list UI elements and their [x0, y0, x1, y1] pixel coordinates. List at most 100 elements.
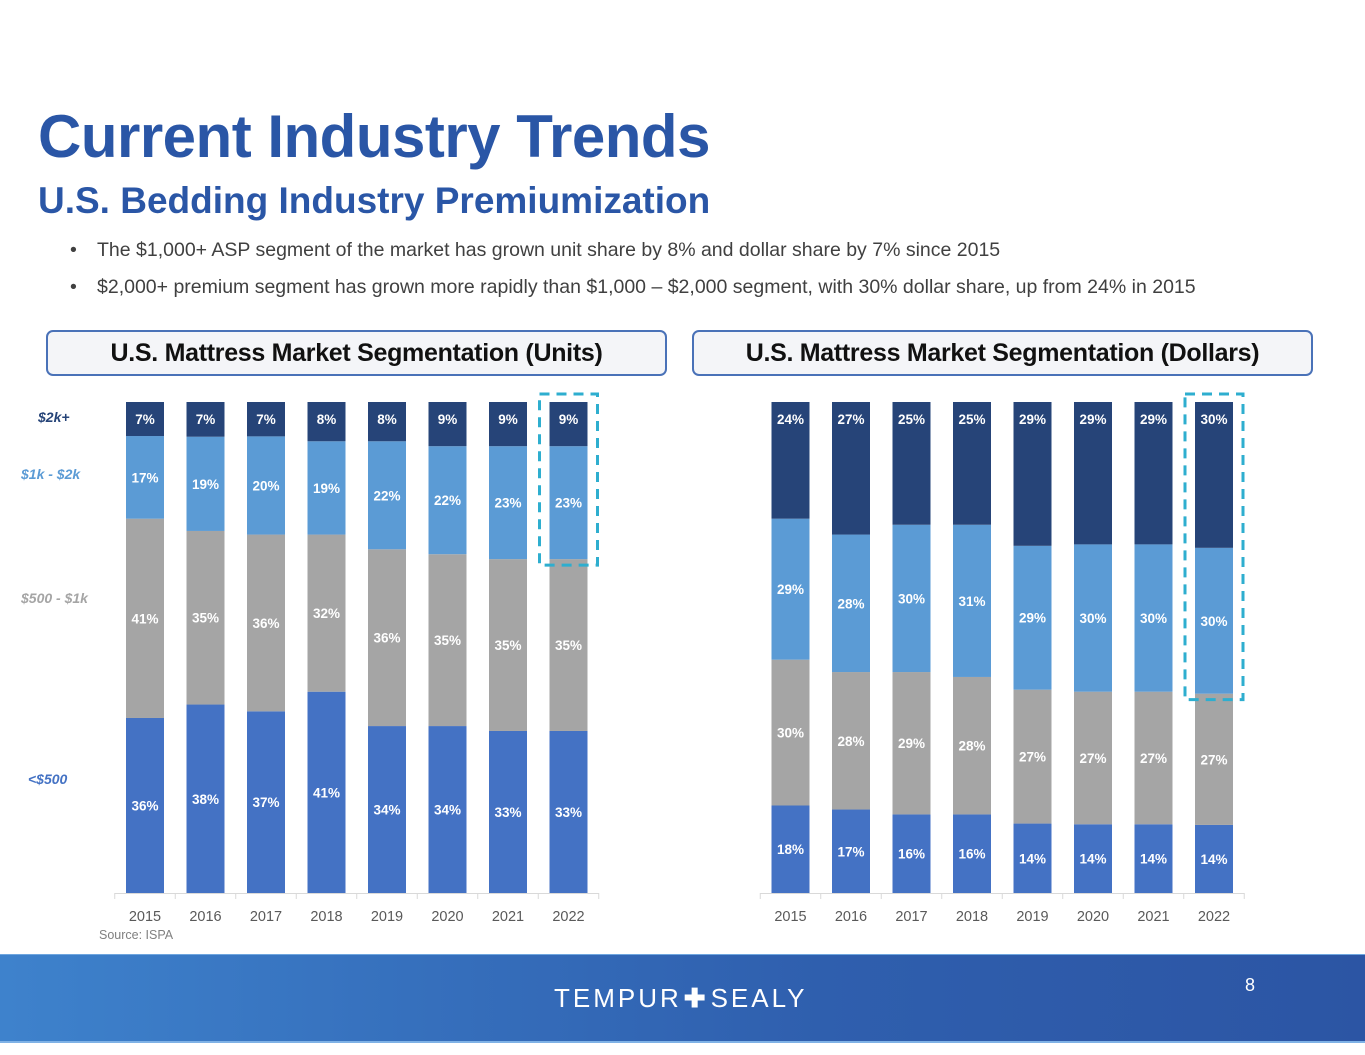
data-label: 41%: [131, 611, 158, 626]
data-label: 23%: [555, 496, 582, 511]
bar-segment-500-1k: [247, 534, 285, 712]
dollars-bar-2021: 14% 27% 30% 29%: [1134, 402, 1173, 893]
bar-segment-under-500: [307, 691, 346, 893]
data-label: 41%: [313, 785, 340, 800]
bar-segment-1k-2k: [247, 436, 285, 535]
units-bar-2022: 33% 35% 23% 9%: [549, 402, 588, 893]
data-label: 27%: [1079, 751, 1106, 766]
x-tick-label: 2022: [552, 909, 584, 925]
bullet-item: • $2,000+ premium segment has grown more…: [70, 273, 1196, 310]
bar-segment-2k-plus: [832, 402, 870, 535]
x-tick-label: 2017: [895, 909, 927, 925]
bar-segment-2k-plus: [368, 402, 406, 442]
data-label: 9%: [559, 412, 579, 427]
units-bar-2018: 41% 32% 19% 8%: [307, 402, 346, 893]
data-label: 14%: [1019, 851, 1046, 866]
bar-segment-under-500: [186, 704, 225, 893]
units-chart-title: U.S. Mattress Market Segmentation (Units…: [46, 330, 667, 376]
bullet-item: • The $1,000+ ASP segment of the market …: [70, 236, 1196, 273]
bar-segment-2k-plus: [307, 402, 346, 442]
data-label: 29%: [1019, 611, 1046, 626]
data-label: 14%: [1079, 852, 1106, 867]
data-label: 29%: [898, 736, 925, 751]
x-tick-label: 2021: [1137, 909, 1169, 925]
bullet-list: • The $1,000+ ASP segment of the market …: [70, 236, 1196, 310]
dollars-bar-2020: 14% 27% 30% 29%: [1074, 402, 1112, 893]
data-label: 28%: [837, 734, 864, 749]
tempur-sealy-logo: TEMPUR✚SEALY: [554, 983, 807, 1014]
x-tick-label: 2015: [774, 909, 806, 925]
data-label: 29%: [1079, 412, 1106, 427]
data-label: 28%: [958, 739, 985, 754]
dollars-chart: 18% 30% 29% 24% 2015 17% 28% 28% 27% 2016 16% 29% 30…: [759, 392, 1245, 925]
data-label: 34%: [434, 803, 461, 818]
bar-segment-500-1k: [428, 554, 467, 727]
x-tick-label: 2020: [431, 909, 463, 925]
logo-text-right: SEALY: [710, 983, 808, 1013]
data-label: 16%: [898, 847, 925, 862]
bar-segment-2k-plus: [247, 402, 285, 437]
data-label: 17%: [837, 844, 864, 859]
bar-segment-2k-plus: [1013, 402, 1052, 546]
data-label: 29%: [1019, 412, 1046, 427]
x-tick-label: 2018: [310, 909, 342, 925]
data-label: 34%: [373, 803, 400, 818]
data-label: 7%: [135, 412, 155, 427]
data-label: 14%: [1140, 852, 1167, 867]
bar-segment-2k-plus: [892, 402, 931, 525]
data-label: 35%: [555, 638, 582, 653]
bar-segment-2k-plus: [1195, 402, 1233, 548]
bar-segment-500-1k: [368, 549, 406, 727]
dollars-bar-2017: 16% 29% 30% 25%: [892, 402, 931, 893]
dollars-bar-2018: 16% 28% 31% 25%: [953, 402, 991, 893]
units-bar-2017: 37% 36% 20% 7%: [247, 402, 285, 893]
bar-segment-2k-plus: [549, 402, 588, 447]
data-label: 19%: [192, 477, 219, 492]
plus-icon: ✚: [683, 983, 709, 1013]
data-label: 29%: [777, 582, 804, 597]
bar-segment-1k-2k: [1195, 547, 1233, 694]
data-label: 14%: [1200, 852, 1227, 867]
x-tick-label: 2020: [1077, 909, 1109, 925]
data-label: 36%: [131, 798, 158, 813]
data-label: 29%: [1140, 412, 1167, 427]
legend-under-500: <$500: [28, 771, 68, 787]
bar-segment-1k-2k: [549, 446, 588, 560]
bullet-text: The $1,000+ ASP segment of the market ha…: [97, 239, 1001, 261]
dollars-chart-title: U.S. Mattress Market Segmentation (Dolla…: [692, 330, 1313, 376]
bar-segment-under-500: [832, 809, 870, 893]
x-tick-label: 2017: [250, 909, 282, 925]
bar-segment-2k-plus: [428, 402, 467, 447]
bar-segment-2k-plus: [1134, 402, 1173, 545]
data-label: 30%: [1200, 614, 1227, 629]
bar-segment-1k-2k: [832, 534, 870, 673]
bar-segment-500-1k: [1013, 689, 1052, 824]
dollars-bar-2016: 17% 28% 28% 27%: [832, 402, 870, 893]
data-label: 30%: [898, 591, 925, 606]
x-tick-label: 2015: [129, 909, 161, 925]
data-label: 22%: [434, 493, 461, 508]
data-label: 35%: [192, 611, 219, 626]
bar-segment-1k-2k: [126, 436, 164, 519]
data-label: 37%: [252, 795, 279, 810]
data-label: 18%: [777, 842, 804, 857]
bar-segment-500-1k: [771, 659, 810, 806]
bar-segment-500-1k: [307, 534, 346, 692]
bar-segment-1k-2k: [771, 518, 810, 660]
bar-segment-under-500: [771, 805, 810, 893]
units-bar-2019: 34% 36% 22% 8%: [368, 402, 406, 893]
bar-segment-under-500: [126, 717, 164, 893]
data-label: 35%: [494, 638, 521, 653]
data-label: 27%: [1140, 751, 1167, 766]
bar-segment-1k-2k: [368, 441, 406, 550]
data-label: 33%: [555, 805, 582, 820]
bar-segment-under-500: [428, 726, 467, 893]
bar-segment-2k-plus: [489, 402, 527, 447]
data-label: 16%: [958, 847, 985, 862]
bar-segment-500-1k: [126, 518, 164, 718]
bar-segment-under-500: [1195, 824, 1233, 893]
bar-segment-500-1k: [1134, 691, 1173, 825]
x-tick-label: 2016: [189, 909, 221, 925]
legend-2k-plus: $2k+: [38, 409, 70, 425]
x-tick-label: 2021: [492, 909, 524, 925]
